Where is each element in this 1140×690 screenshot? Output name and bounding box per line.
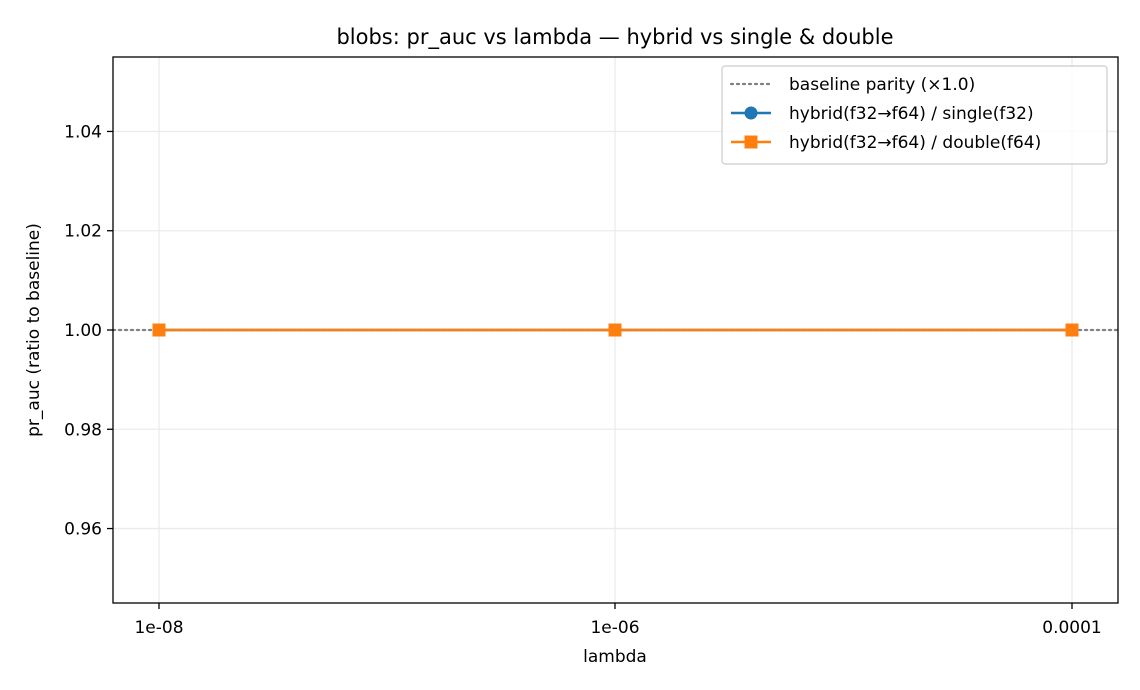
y-axis: 0.96 0.98 1.00 1.02 1.04 [64, 122, 113, 540]
chart-title: blobs: pr_auc vs lambda — hybrid vs sing… [336, 25, 893, 50]
legend-marker [744, 106, 758, 120]
series-2 [152, 323, 1079, 337]
legend-label: hybrid(f32→f64) / single(f32) [789, 104, 1034, 124]
x-tick-label: 0.0001 [1042, 618, 1101, 638]
data-point [1065, 323, 1079, 337]
y-tick-label: 1.02 [64, 222, 102, 242]
y-tick-label: 1.00 [64, 321, 102, 341]
y-axis-label: pr_auc (ratio to baseline) [24, 223, 44, 437]
y-tick-label: 0.98 [64, 420, 102, 440]
legend-marker [744, 135, 758, 149]
x-axis: 1e-08 1e-06 0.0001 [134, 603, 1102, 638]
legend-item: hybrid(f32→f64) / single(f32) [731, 104, 1034, 124]
legend-box [721, 65, 1108, 165]
legend-item: baseline parity (×1.0) [729, 75, 975, 95]
legend: baseline parity (×1.0) hybrid(f32→f64) / … [721, 65, 1108, 165]
x-tick-label: 1e-08 [134, 618, 183, 638]
legend-label: hybrid(f32→f64) / double(f64) [789, 133, 1041, 153]
data-point [152, 323, 166, 337]
series-layer [152, 323, 1079, 337]
legend-label: baseline parity (×1.0) [789, 75, 975, 95]
y-tick-label: 0.96 [64, 520, 102, 540]
x-axis-label: lambda [583, 647, 647, 667]
legend-item: hybrid(f32→f64) / double(f64) [731, 133, 1041, 153]
data-point [608, 323, 622, 337]
y-tick-label: 1.04 [64, 122, 102, 142]
x-tick-label: 1e-06 [590, 618, 639, 638]
